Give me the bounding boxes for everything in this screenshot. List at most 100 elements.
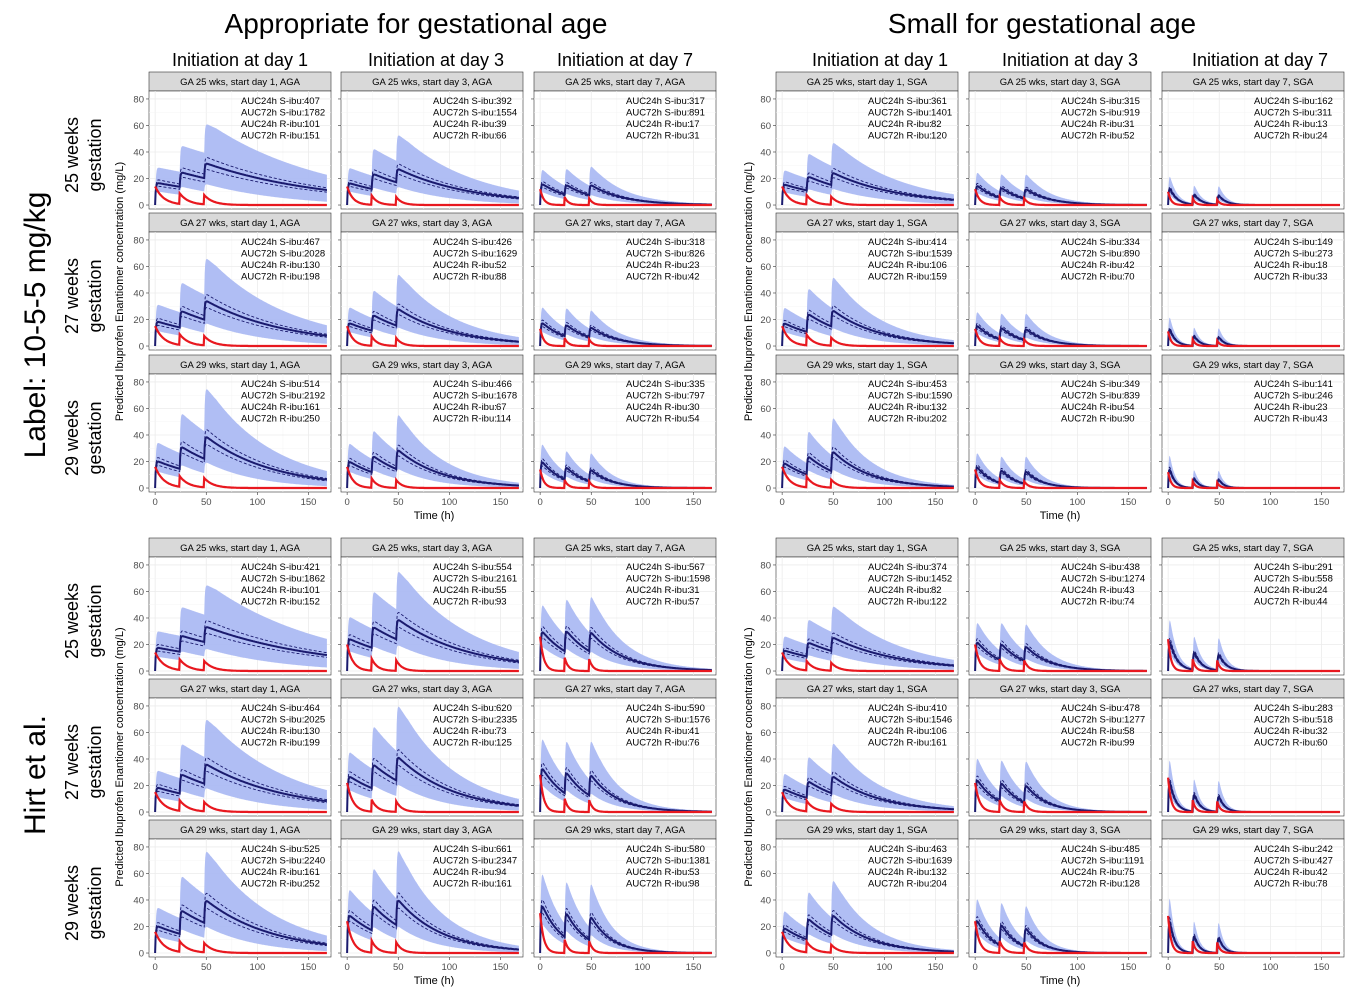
auc-label: AUC72h R-ibu:: [1254, 597, 1318, 608]
section-label-2: Hirt et al.: [19, 715, 52, 835]
y-tick-label: 40: [133, 895, 144, 906]
row-label-gestation: gestation: [85, 259, 105, 332]
auc-value: 1598: [689, 574, 710, 585]
auc-value: 514: [304, 379, 320, 390]
auc-label: AUC24h R-ibu:: [1061, 867, 1125, 878]
auc-label: AUC72h S-ibu:: [626, 715, 689, 726]
series-s-ibu-interval-band: [1168, 620, 1340, 671]
series-r-ibu-median: [974, 782, 1147, 814]
plot-area: [1161, 373, 1345, 493]
facet-panel: GA 29 wks, start day 3, SGA 0 50 100 150 AUC2…: [966, 354, 1152, 508]
series-s-ibu-lower-quartile: [154, 169, 327, 206]
series-r-ibu-median: [781, 652, 954, 673]
series-s-ibu-median: [346, 899, 519, 954]
auc-label: AUC24h R-ibu:: [1254, 260, 1318, 271]
auc-label: AUC24h S-ibu:: [433, 703, 496, 714]
y-tick-label: 60: [760, 869, 771, 880]
auc-label: AUC72h R-ibu:: [626, 272, 690, 283]
auc-value: 75: [1124, 867, 1135, 878]
auc-label: AUC24h R-ibu:: [1061, 402, 1125, 413]
auc-value: 106: [931, 726, 947, 737]
auc-value: 1639: [931, 856, 952, 867]
auc-label: AUC72h S-ibu:: [241, 856, 304, 867]
row-label-weeks: 25 weeks: [62, 117, 82, 193]
auc-label: AUC72h R-ibu:: [1061, 738, 1125, 749]
auc-value: 1590: [931, 391, 952, 402]
series-s-ibu-interval-band: [347, 135, 519, 205]
x-tick-label: 50: [393, 497, 404, 508]
row-label-weeks: 27 weeks: [62, 724, 82, 800]
series-r-ibu-median: [781, 466, 954, 490]
auc-label: AUC72h S-ibu:: [241, 715, 304, 726]
series-s-ibu-upper-quartile: [346, 163, 519, 206]
auc-value: 73: [496, 726, 507, 737]
y-tick-label: 40: [133, 288, 144, 299]
y-tick-label: 80: [133, 842, 144, 853]
facet-panel: GA 29 wks, start day 7, AGA 0 50 100 150 AUC2…: [531, 354, 717, 508]
auc-label: AUC72h S-ibu:: [1061, 249, 1124, 260]
auc-label: AUC24h S-ibu:: [868, 96, 931, 107]
x-tick-label: 100: [1262, 497, 1278, 508]
series-s-ibu-interval-band: [782, 277, 954, 346]
y-tick-label: 0: [766, 484, 771, 495]
auc-label: AUC72h R-ibu:: [868, 597, 932, 608]
auc-label: AUC24h S-ibu:: [626, 379, 689, 390]
auc-value: 826: [689, 249, 705, 260]
auc-value: 32: [1317, 726, 1328, 737]
auc-label: AUC24h R-ibu:: [433, 260, 497, 271]
auc-value: 42: [1124, 260, 1135, 271]
x-tick-label: 50: [1214, 497, 1225, 508]
series-s-ibu-median: [781, 310, 955, 347]
y-tick-label: 20: [133, 922, 144, 933]
x-tick-label: 150: [1121, 962, 1137, 973]
auc-label: AUC24h S-ibu:: [868, 562, 931, 573]
auc-label: AUC72h R-ibu:: [1061, 131, 1125, 142]
series-s-ibu-lower-quartile: [346, 765, 519, 813]
series-s-ibu-interval-band: [540, 444, 712, 488]
x-tick-label: 100: [1262, 962, 1278, 973]
series-s-ibu-lower-quartile: [781, 642, 954, 672]
row-label-gestation: gestation: [85, 866, 105, 939]
series-r-ibu-median: [1167, 471, 1340, 490]
auc-value: 114: [496, 414, 511, 425]
auc-value: 149: [1317, 237, 1333, 248]
series-s-ibu-upper-quartile: [781, 305, 954, 347]
auc-label: AUC72h R-ibu:: [433, 272, 497, 283]
auc-label: AUC72h S-ibu:: [433, 391, 496, 402]
row-label-weeks: 29 weeks: [62, 865, 82, 941]
auc-label: AUC24h R-ibu:: [868, 867, 932, 878]
auc-value: 52: [496, 260, 507, 271]
series-s-ibu-lower-quartile: [346, 455, 519, 489]
y-tick-label: 60: [760, 262, 771, 273]
series-s-ibu-median: [781, 637, 954, 672]
auc-value: 199: [304, 738, 320, 749]
facet-panel: GA 27 wks, start day 7, AGA AUC24h S-ibu:…: [531, 212, 717, 351]
y-tick-label: 20: [133, 315, 144, 326]
series-r-ibu-median: [539, 469, 712, 490]
auc-value: 30: [689, 402, 700, 413]
column-header-aga-2: Initiation at day 3: [368, 50, 504, 70]
facet-panel: GA 25 wks, start day 3, SGA AUC24h S-ibu:…: [966, 71, 1152, 210]
auc-value: 1678: [496, 391, 517, 402]
auc-value: 152: [304, 597, 320, 608]
x-tick-label: 50: [828, 962, 839, 973]
series-s-ibu-lower-quartile: [154, 770, 327, 813]
y-tick-label: 40: [760, 430, 771, 441]
x-tick-label: 150: [928, 497, 944, 508]
auc-label: AUC72h S-ibu:: [1254, 715, 1317, 726]
y-tick-label: 0: [139, 949, 144, 960]
auc-value: 17: [689, 119, 700, 130]
facet-strip-label: GA 25 wks, start day 1, AGA: [180, 77, 301, 88]
auc-label: AUC72h R-ibu:: [241, 597, 305, 608]
auc-value: 54: [689, 414, 700, 425]
facet-strip-label: GA 25 wks, start day 3, AGA: [372, 77, 493, 88]
facet-panel: GA 29 wks, start day 1, AGA 0 20 40 60 80 0 50 1…: [133, 354, 332, 508]
auc-value: 567: [689, 562, 705, 573]
series-r-ibu-median: [781, 791, 954, 814]
row-label-gestation: gestation: [85, 401, 105, 474]
auc-value: 58: [1124, 726, 1135, 737]
auc-value: 99: [1124, 738, 1135, 749]
auc-label: AUC72h R-ibu:: [626, 131, 690, 142]
auc-label: AUC24h S-ibu:: [868, 703, 931, 714]
auc-label: AUC24h R-ibu:: [433, 402, 497, 413]
